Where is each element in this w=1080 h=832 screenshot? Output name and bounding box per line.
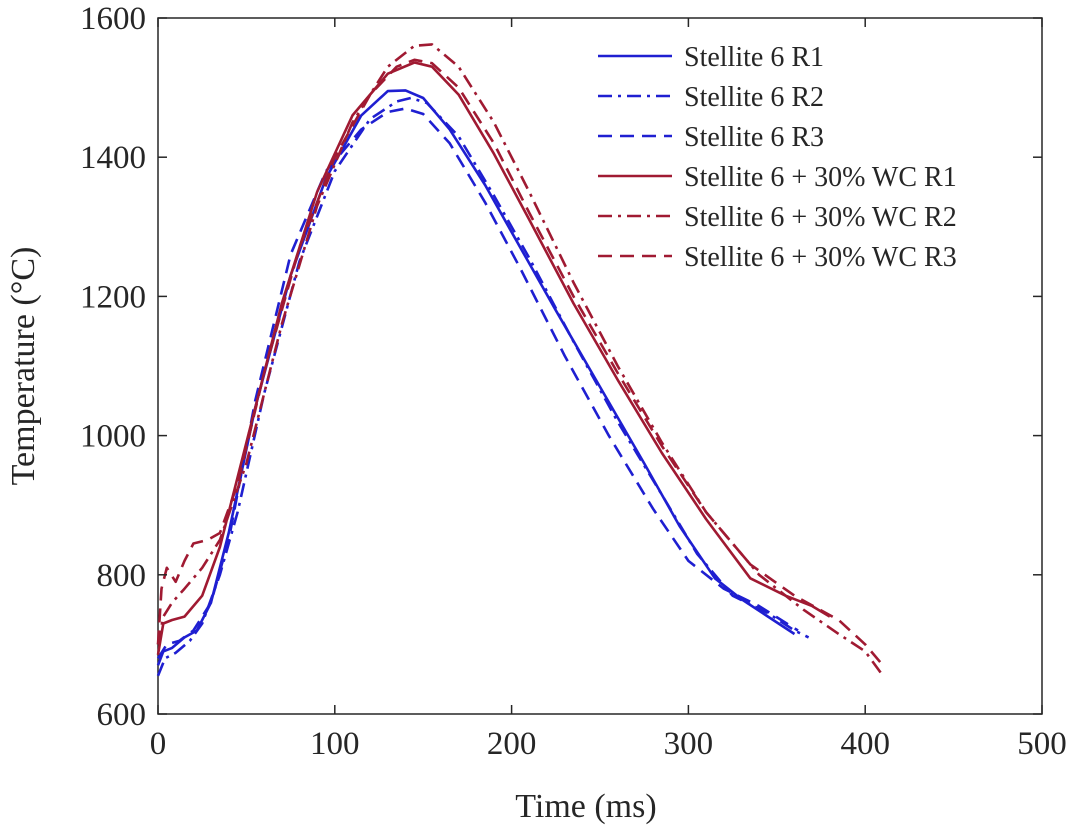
y-tick-label: 1600 [80, 1, 146, 37]
x-tick-label: 400 [840, 726, 890, 762]
legend-label-6: Stellite 6 + 30% WC R3 [684, 242, 957, 273]
y-tick-label: 800 [97, 558, 147, 594]
legend-label-2: Stellite 6 R2 [684, 82, 824, 113]
x-axis-label: Time (ms) [515, 788, 656, 825]
x-axis-ticks: 0 100 200 300 400 500 [150, 18, 1067, 762]
series-lines [156, 43, 884, 677]
legend: Stellite 6 R1 Stellite 6 R2 Stellite 6 R3 S… [598, 42, 957, 273]
legend-label-1: Stellite 6 R1 [684, 42, 824, 73]
x-tick-label: 100 [310, 726, 360, 762]
plot-area [157, 17, 1043, 715]
y-axis-label: Temperature (°C) [5, 247, 42, 486]
legend-label-3: Stellite 6 R3 [684, 122, 824, 153]
series-line-3 [156, 107, 799, 659]
y-tick-label: 1000 [80, 419, 146, 455]
series-line-2 [156, 96, 810, 677]
y-tick-label: 600 [97, 697, 147, 733]
x-tick-label: 200 [487, 726, 537, 762]
series-line-5 [156, 43, 884, 677]
x-tick-label: 500 [1017, 726, 1067, 762]
y-tick-label: 1200 [80, 279, 146, 315]
x-tick-label: 300 [664, 726, 714, 762]
legend-label-5: Stellite 6 + 30% WC R2 [684, 202, 957, 233]
x-tick-label: 0 [150, 726, 167, 762]
series-line-4 [156, 61, 831, 656]
y-tick-label: 1400 [80, 140, 146, 176]
y-axis-ticks: 600 800 1000 1200 1400 1600 [80, 1, 1042, 733]
legend-label-4: Stellite 6 + 30% WC R1 [684, 162, 957, 193]
